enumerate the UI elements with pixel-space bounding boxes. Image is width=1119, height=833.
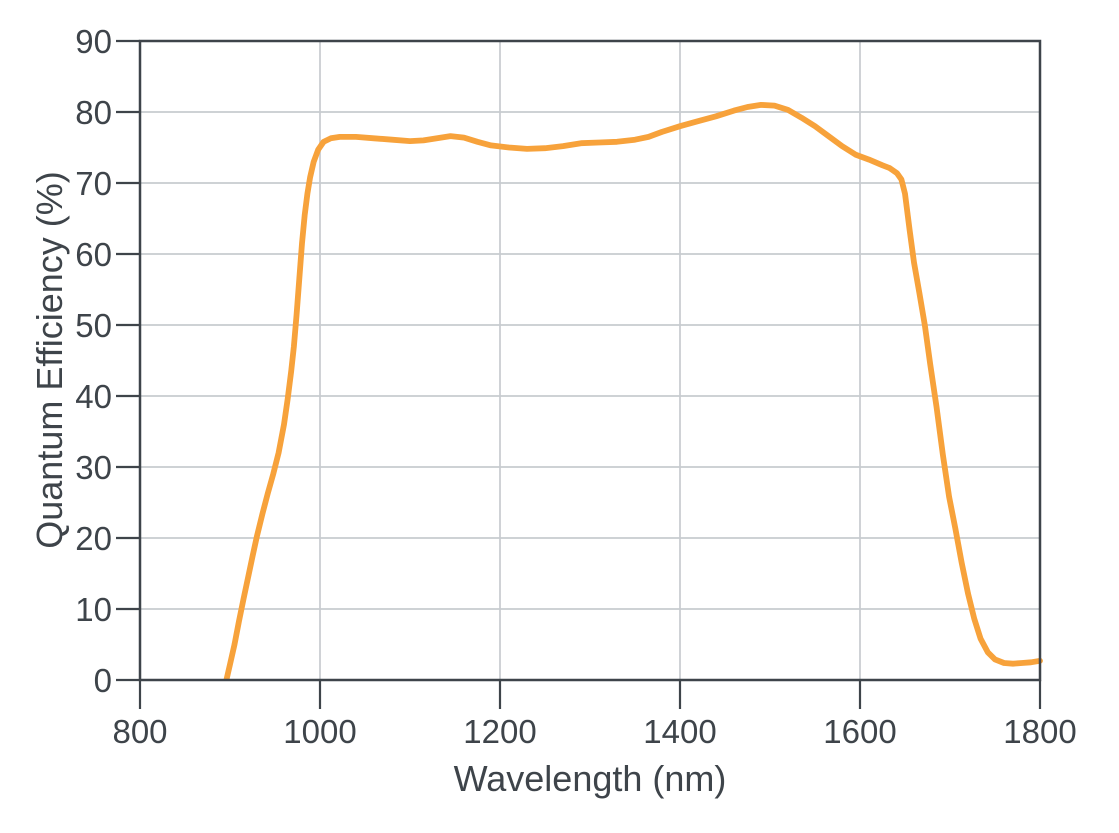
plot-frame — [138, 39, 1042, 682]
y-tick-label: 0 — [94, 662, 112, 699]
y-tick-label: 20 — [75, 520, 112, 557]
tick-labels: 800 1000 1200 1400 1600 1800 0 10 20 30 40 50 60 70 80… — [75, 23, 1076, 750]
y-tick-label: 50 — [75, 307, 112, 344]
x-tick-label: 1200 — [463, 713, 536, 750]
tick-marks — [116, 39, 1042, 709]
y-tick-label: 40 — [75, 378, 112, 415]
x-axis-title: Wavelength (nm) — [454, 758, 727, 799]
y-tick-label: 90 — [75, 23, 112, 60]
y-tick-label: 70 — [75, 165, 112, 202]
y-tick-label: 60 — [75, 236, 112, 273]
y-axis-title: Quantum Efficiency (%) — [29, 171, 70, 548]
x-tick-label: 1600 — [823, 713, 896, 750]
x-tick-label: 1800 — [1003, 713, 1076, 750]
curve-layer — [223, 102, 1043, 680]
plot-border — [138, 39, 1042, 682]
y-tick-label: 30 — [75, 449, 112, 486]
gridlines — [140, 41, 1040, 680]
y-tick-label: 10 — [75, 591, 112, 628]
x-tick-label: 800 — [112, 713, 167, 750]
y-tick-label: 80 — [75, 94, 112, 131]
quantum-efficiency-curve — [223, 102, 1043, 680]
x-tick-label: 1000 — [283, 713, 356, 750]
x-tick-label: 1400 — [643, 713, 716, 750]
